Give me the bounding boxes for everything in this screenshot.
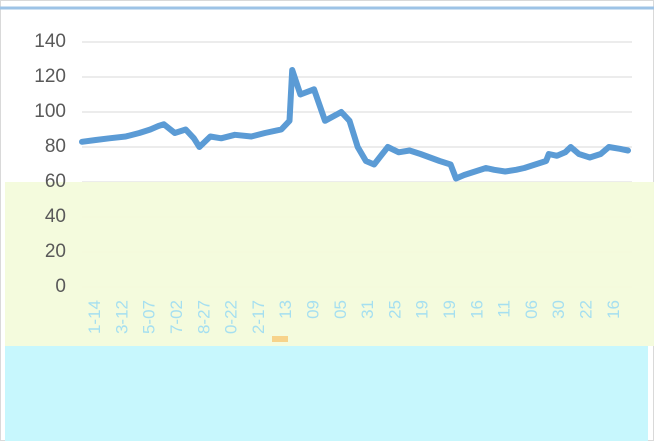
overlay-artifact [272, 336, 288, 342]
overlay-cyan [5, 346, 648, 441]
x-tick-label: 7-02 [167, 300, 186, 334]
x-tick-label: 16 [604, 300, 623, 319]
y-tick-label: 40 [45, 206, 66, 227]
x-tick-label: 3-12 [112, 300, 131, 334]
x-tick-label: 11 [495, 300, 514, 318]
x-tick-label: 09 [304, 300, 323, 319]
x-tick-label: 0-22 [222, 300, 241, 334]
y-tick-label: 60 [45, 171, 66, 192]
x-tick-label: 13 [276, 300, 295, 319]
x-tick-label: 2-17 [249, 300, 268, 334]
label-group: 0 20 40 60 80 100 120 140 1-14 3-12 5-07 7-02 8-27 0-… [34, 31, 623, 334]
overlay-yellow [5, 182, 654, 346]
x-tick-label: 19 [413, 300, 432, 319]
overlay-group [5, 182, 654, 441]
x-tick-label: 25 [385, 300, 404, 319]
x-tick-label: 30 [549, 300, 568, 319]
x-tick-label: 05 [331, 300, 350, 319]
x-tick-label: 5-07 [140, 300, 159, 334]
data-line [79, 67, 631, 182]
x-tick-label: 1-14 [85, 300, 104, 334]
x-tick-label: 22 [577, 300, 596, 319]
x-tick-label: 31 [358, 300, 377, 319]
y-tick-label: 100 [34, 101, 66, 122]
y-tick-label: 120 [34, 66, 66, 87]
x-tick-label: 16 [467, 300, 486, 319]
x-tick-label: 8-27 [194, 300, 213, 334]
x-tick-label: 19 [440, 300, 459, 319]
x-tick-label: 06 [522, 300, 541, 319]
y-tick-label: 20 [45, 241, 66, 262]
y-tick-label: 0 [55, 276, 66, 297]
y-tick-label: 140 [34, 31, 66, 52]
y-tick-label: 80 [45, 136, 66, 157]
